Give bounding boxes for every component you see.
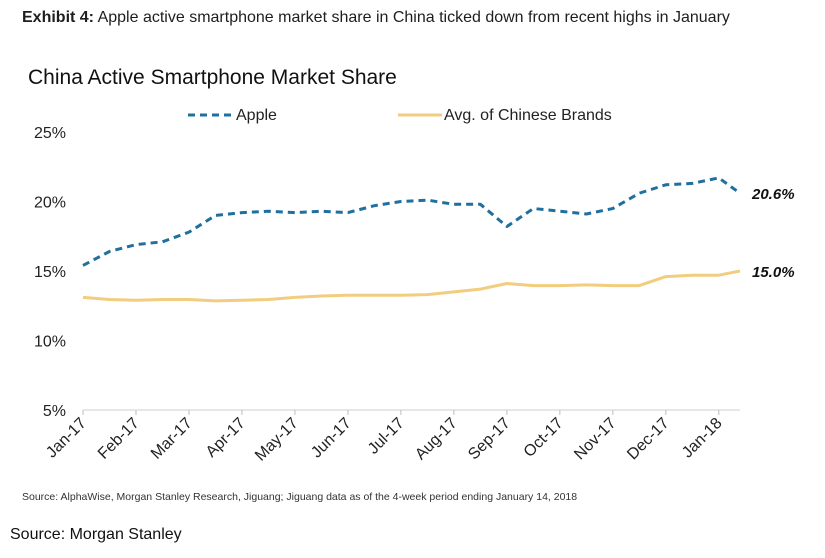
x-tick-label: Jul-17 [365,415,408,458]
exhibit-caption: Exhibit 4: Apple active smartphone marke… [22,6,812,30]
x-tick-label: Nov-17 [571,415,620,464]
x-tick-label: Apr-17 [203,415,249,461]
series-line-apple [82,176,741,267]
y-tick-label: 20% [34,195,66,212]
end-value-label: 15.0% [752,264,795,281]
x-tick-label: Oct-17 [521,415,567,461]
page-source: Source: Morgan Stanley [10,526,182,543]
x-tick-label: Jan-18 [679,415,726,462]
x-tick-label: Sep-17 [465,415,514,464]
x-tick-label: Aug-17 [412,415,461,464]
exhibit-label: Exhibit 4: [22,9,95,26]
x-tick-label: Feb-17 [95,415,143,463]
end-value-label: 20.6% [751,186,795,203]
series-line-chinese-brands [82,269,741,303]
chart-title: China Active Smartphone Market Share [28,66,397,89]
x-tick-label: Jun-17 [308,415,355,462]
y-tick-label: 25% [34,125,66,142]
y-tick-label: 15% [34,264,66,281]
y-tick-label: 10% [34,334,66,351]
x-tick-label: Mar-17 [148,415,196,463]
y-tick-label: 5% [43,403,66,420]
chart-source-note: Source: AlphaWise, Morgan Stanley Resear… [22,491,578,503]
legend-label: Apple [236,107,277,124]
x-tick-label: Dec-17 [624,415,673,464]
x-tick-label: Jan-17 [43,415,90,462]
exhibit-text: Apple active smartphone market share in … [97,9,730,26]
x-tick-label: May-17 [252,415,302,465]
legend-label: Avg. of Chinese Brands [444,107,612,124]
